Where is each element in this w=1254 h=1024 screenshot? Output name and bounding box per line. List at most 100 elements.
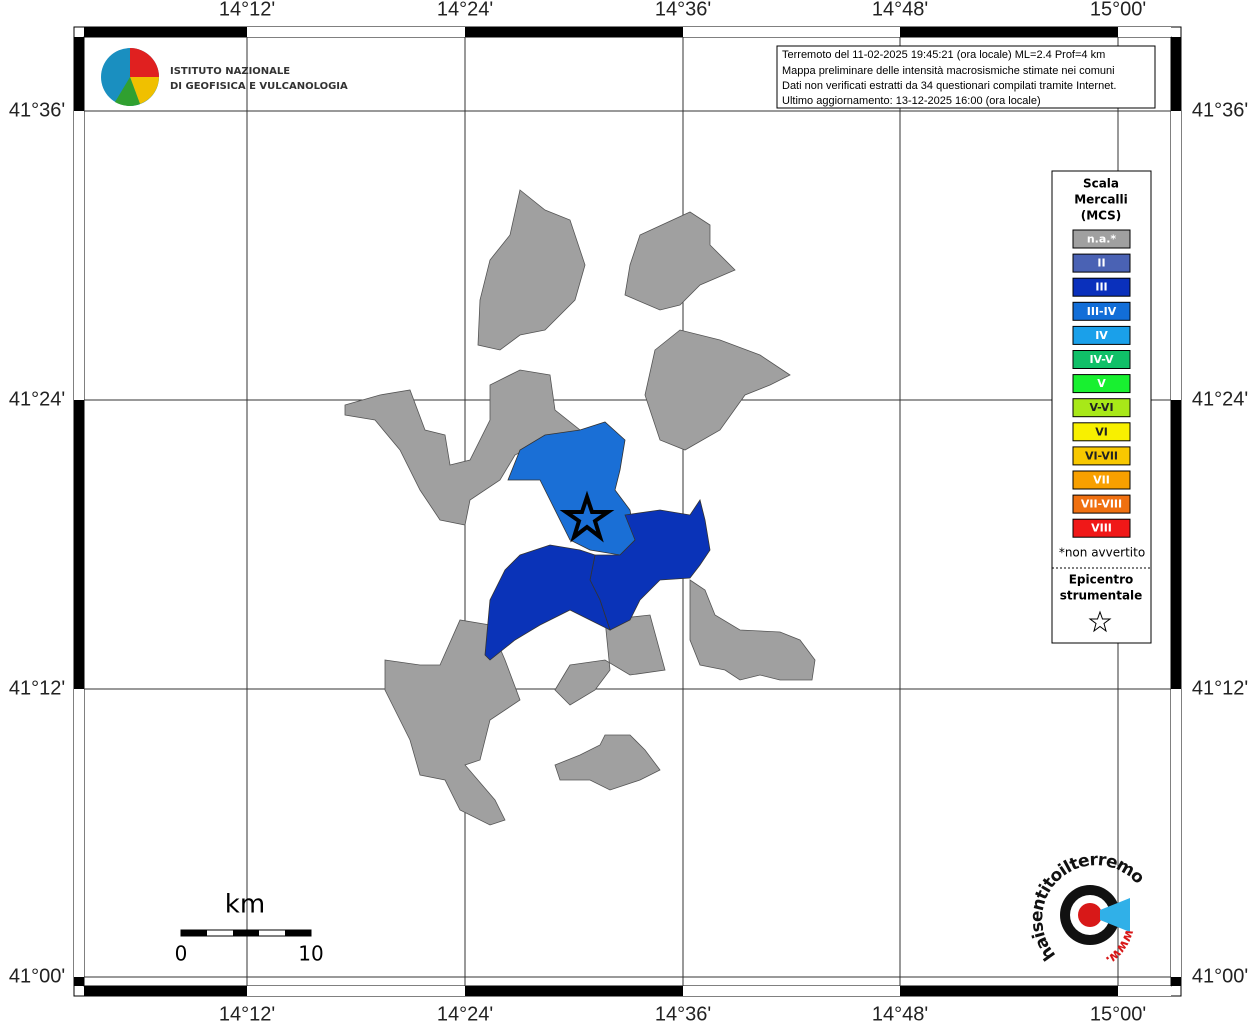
ingv-name: DI GEOFISICA E VULCANOLOGIA: [170, 81, 348, 92]
legend-title: Scala: [1083, 177, 1119, 191]
frame-bar: [74, 400, 84, 689]
legend-label: V-VI: [1089, 401, 1113, 414]
epicenter-star: [559, 490, 615, 543]
municipality: [554, 734, 661, 791]
legend-title: Mercalli: [1074, 193, 1128, 207]
frame-bar: [900, 986, 1118, 996]
legend-swatch: [1072, 350, 1131, 369]
scale-label: 0: [175, 942, 188, 966]
info-line: Terremoto del 11-02-2025 19:45:21 (ora l…: [782, 49, 1105, 61]
frame-bar: [1118, 27, 1171, 37]
longitude-label: 15°00': [1090, 1003, 1146, 1024]
legend-swatch: [1072, 374, 1131, 394]
municipality: [344, 369, 581, 526]
legend: Scala Mercalli (MCS) *non avvertito Epic…: [1051, 170, 1152, 644]
legend-label: IV: [1095, 329, 1108, 342]
municipality: [384, 619, 521, 826]
municipality: [507, 421, 636, 556]
longitude-label: 14°12': [219, 1003, 275, 1024]
latitude-label: 41°36': [9, 99, 65, 121]
legend-swatch: [1072, 470, 1131, 490]
hsn-speaker: [1100, 898, 1130, 932]
frame-bar: [683, 986, 900, 996]
legend-label: III: [1095, 281, 1107, 294]
frame-bar: [1171, 37, 1181, 111]
info-line: Dati non verificati estratti da 34 quest…: [782, 80, 1116, 92]
frame-bar: [74, 977, 84, 986]
frame-bars: [74, 27, 1181, 996]
legend-swatch: [1072, 229, 1131, 249]
scale-bar-segment: [233, 930, 259, 936]
frame-bar: [1171, 689, 1181, 977]
scale-bar: km 0 10: [175, 890, 324, 966]
legend-label: V: [1097, 377, 1106, 390]
latitude-label: 41°24': [9, 388, 65, 410]
frame-bar: [465, 986, 683, 996]
legend-swatch: [1072, 301, 1131, 321]
legend-swatch: [1072, 325, 1131, 345]
legend-label: VIII: [1091, 522, 1112, 535]
legend-label: IV-V: [1089, 353, 1114, 366]
longitude-label: 14°24': [437, 0, 493, 20]
municipality: [477, 189, 586, 351]
longitude-label: 14°36': [655, 1003, 711, 1024]
legend-epicenter: Epicentro: [1069, 573, 1134, 587]
municipality: [484, 544, 611, 661]
frame-bar: [900, 27, 1118, 37]
legend-label: VI-VII: [1085, 449, 1118, 462]
info-frame: [776, 45, 1156, 109]
legend-frame: [1051, 170, 1152, 644]
municipality: [624, 211, 736, 311]
frame-bar: [1171, 977, 1181, 986]
scale-label: 10: [298, 942, 323, 966]
legend-label: III-IV: [1087, 305, 1117, 318]
legend-label: VII-VIII: [1081, 498, 1122, 511]
latitude-label: 41°36': [1192, 99, 1248, 121]
municipality: [689, 579, 816, 681]
longitude-label: 14°36': [655, 0, 711, 20]
legend-note: *non avvertito: [1059, 546, 1145, 560]
ingv-globe-part: [115, 77, 140, 106]
longitude-label: 14°48': [872, 1003, 928, 1024]
ingv-logo: ISTITUTO NAZIONALE DI GEOFISICA E VULCAN…: [101, 48, 348, 106]
info-line: Ultimo aggiornamento: 13-12-2025 16:00 (…: [782, 95, 1041, 107]
municipality: [589, 499, 711, 631]
scale-unit: km: [225, 890, 265, 920]
legend-epicenter: strumentale: [1060, 589, 1143, 603]
municipality: [554, 614, 666, 706]
frame-bar: [1171, 400, 1181, 689]
frame-bar: [84, 27, 247, 37]
legend-title: (MCS): [1081, 209, 1122, 223]
longitude-label: 15°00': [1090, 0, 1146, 20]
frame-bar: [247, 986, 465, 996]
legend-label: n.a.*: [1087, 233, 1117, 246]
legend-swatch: [1072, 398, 1131, 418]
legend-swatch: [1072, 518, 1131, 538]
ingv-name: ISTITUTO NAZIONALE: [170, 66, 290, 77]
ingv-globe-part: [130, 77, 159, 104]
legend-label: VII: [1093, 474, 1110, 487]
frame-bar: [247, 27, 465, 37]
longitude-label: 14°12': [219, 0, 275, 20]
frame-bar: [465, 27, 683, 37]
legend-swatch: [1072, 446, 1131, 466]
frame-bar: [1118, 986, 1171, 996]
legend-swatch: [1072, 422, 1131, 442]
legend-swatch: [1072, 494, 1131, 514]
latitude-label: 41°00': [1192, 965, 1248, 987]
longitude-label: 14°24': [437, 1003, 493, 1024]
latitude-label: 41°00': [9, 965, 65, 987]
ingv-globe-part: [130, 48, 159, 77]
legend-swatch: [1072, 277, 1131, 297]
municipalities: [344, 189, 816, 826]
legend-label: VI: [1095, 425, 1108, 438]
hsn-ring: [1078, 903, 1102, 927]
scale-bar-segment: [285, 930, 311, 936]
info-line: Mappa preliminare delle intensità macros…: [782, 65, 1115, 77]
longitude-label: 14°48': [872, 0, 928, 20]
latitude-label: 41°12': [1192, 677, 1248, 699]
legend-star: [1088, 610, 1112, 633]
latitude-label: 41°12': [9, 677, 65, 699]
frame-bar: [74, 111, 84, 400]
